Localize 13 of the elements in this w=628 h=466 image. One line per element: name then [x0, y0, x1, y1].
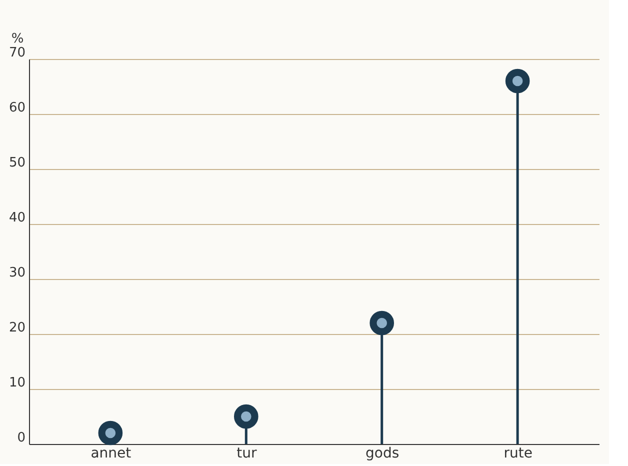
- x-tick-label: gods: [366, 446, 400, 462]
- y-axis-title: %: [11, 32, 24, 46]
- y-tick-label: 60: [8, 100, 26, 116]
- y-tick-label: 30: [8, 266, 26, 280]
- y-tick-label: 40: [8, 210, 26, 226]
- y-tick-label: 0: [17, 430, 26, 446]
- y-tick-label: 20: [8, 320, 26, 336]
- x-tick-label: rute: [504, 446, 532, 462]
- x-tick-label: annet: [90, 446, 132, 462]
- y-tick-label: 70: [8, 46, 26, 60]
- y-tick-label: 10: [8, 376, 26, 390]
- x-tick-label: tur: [236, 446, 257, 462]
- y-tick-label: 50: [8, 156, 26, 170]
